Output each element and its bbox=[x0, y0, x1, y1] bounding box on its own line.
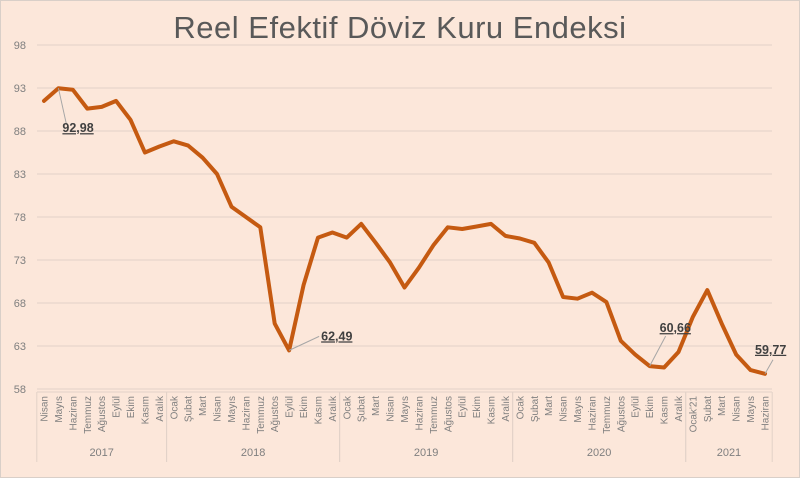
y-tick-label: 63 bbox=[14, 341, 26, 353]
leader-line bbox=[649, 335, 667, 367]
x-tick-label: Mayıs bbox=[746, 396, 757, 423]
x-tick-label: Ekim bbox=[126, 396, 137, 418]
x-tick-label: Nisan bbox=[732, 396, 743, 422]
x-tick-label: Mayıs bbox=[573, 396, 584, 423]
x-tick-label: Ağustos bbox=[97, 396, 108, 432]
data-label: 59,77 bbox=[755, 343, 786, 357]
x-tick-label: Mayıs bbox=[400, 396, 411, 423]
x-tick-label: Aralık bbox=[155, 395, 166, 422]
series-line bbox=[42, 86, 767, 376]
x-tick-label: Temmuz bbox=[83, 396, 94, 434]
y-tick-label: 73 bbox=[14, 255, 26, 267]
x-tick-label: Mart bbox=[544, 396, 555, 416]
x-tick-label: Kasım bbox=[313, 396, 324, 424]
x-tick-label: Haziran bbox=[68, 396, 79, 430]
x-tick-label: Nisan bbox=[386, 396, 397, 422]
x-tick-label: Mart bbox=[717, 396, 728, 416]
year-group-label: 2021 bbox=[717, 447, 741, 459]
year-group-label: 2019 bbox=[414, 447, 438, 459]
x-tick-label: Temmuz bbox=[429, 396, 440, 434]
y-tick-label: 78 bbox=[14, 212, 26, 224]
x-tick-label: Temmuz bbox=[256, 396, 267, 434]
chart-title: Reel Efektif Döviz Kuru Endeksi bbox=[173, 10, 627, 45]
y-axis: 98 93 88 83 78 73 68 63 58 bbox=[14, 40, 26, 396]
x-tick-label: Ocak bbox=[515, 395, 526, 419]
x-tick-label: Ağustos bbox=[616, 396, 627, 432]
x-tick-label: Ağustos bbox=[443, 396, 454, 432]
x-tick-label: Ekim bbox=[472, 396, 483, 418]
x-tick-label: Nisan bbox=[213, 396, 224, 422]
x-tick-label: Ekim bbox=[299, 396, 310, 418]
x-tick-label: Haziran bbox=[241, 396, 252, 430]
x-tick-label: Kasım bbox=[660, 396, 671, 424]
x-tick-label: Haziran bbox=[587, 396, 598, 430]
data-labels: 92,98 62,49 60,66 59,77 bbox=[57, 88, 786, 375]
data-label: 62,49 bbox=[321, 329, 352, 343]
data-label: 60,66 bbox=[660, 321, 691, 335]
x-tick-label: Kasım bbox=[487, 396, 498, 424]
x-tick-label: Eylül bbox=[458, 396, 469, 418]
y-tick-label: 58 bbox=[14, 384, 26, 396]
x-tick-label: Aralık bbox=[328, 395, 339, 422]
x-tick-label: Haziran bbox=[761, 396, 772, 430]
x-tick-label: Şubat bbox=[184, 396, 195, 422]
x-tick-label: Ocak bbox=[342, 395, 353, 419]
x-tick-label: Kasım bbox=[140, 396, 151, 424]
x-tick-label: Şubat bbox=[530, 396, 541, 422]
x-tick-label: Temmuz bbox=[602, 396, 613, 434]
x-tick-label: Eylül bbox=[631, 396, 642, 418]
y-tick-label: 83 bbox=[14, 169, 26, 181]
y-tick-label: 98 bbox=[14, 40, 26, 52]
x-tick-label: Ocak bbox=[169, 395, 180, 419]
year-group-label: 2020 bbox=[587, 447, 611, 459]
leader-line bbox=[288, 335, 320, 351]
leader-line bbox=[764, 359, 774, 375]
x-tick-label: Şubat bbox=[357, 396, 368, 422]
x-tick-label: Nisan bbox=[559, 396, 570, 422]
x-tick-label: Şubat bbox=[703, 396, 714, 422]
x-tick-label: Haziran bbox=[414, 396, 425, 430]
x-tick-label: Eylül bbox=[112, 396, 123, 418]
year-group-label: 2017 bbox=[89, 447, 113, 459]
x-tick-label: Aralık bbox=[501, 395, 512, 422]
x-tick-label: Eylül bbox=[285, 396, 296, 418]
x-tick-label: Ekim bbox=[645, 396, 656, 418]
gridlines bbox=[37, 44, 772, 390]
x-tick-label: Ağustos bbox=[270, 396, 281, 432]
data-label: 92,98 bbox=[62, 121, 93, 135]
x-tick-label: Aralık bbox=[674, 395, 685, 422]
y-tick-label: 93 bbox=[14, 83, 26, 95]
x-tick-label: Mayıs bbox=[227, 396, 238, 423]
y-tick-label: 68 bbox=[14, 298, 26, 310]
leader-line bbox=[57, 88, 67, 125]
x-axis: Nisan Mayıs Haziran Temmuz Ağustos Eylül Ekim K… bbox=[36, 391, 773, 462]
x-tick-label: Mart bbox=[371, 396, 382, 416]
x-tick-label: Mart bbox=[198, 396, 209, 416]
year-group-label: 2018 bbox=[241, 447, 265, 459]
x-tick-label: Mayıs bbox=[54, 396, 65, 423]
x-tick-label: Ocak'21 bbox=[688, 396, 699, 433]
y-tick-label: 88 bbox=[14, 126, 26, 138]
data-series bbox=[42, 86, 767, 376]
x-tick-label: Nisan bbox=[40, 396, 51, 422]
